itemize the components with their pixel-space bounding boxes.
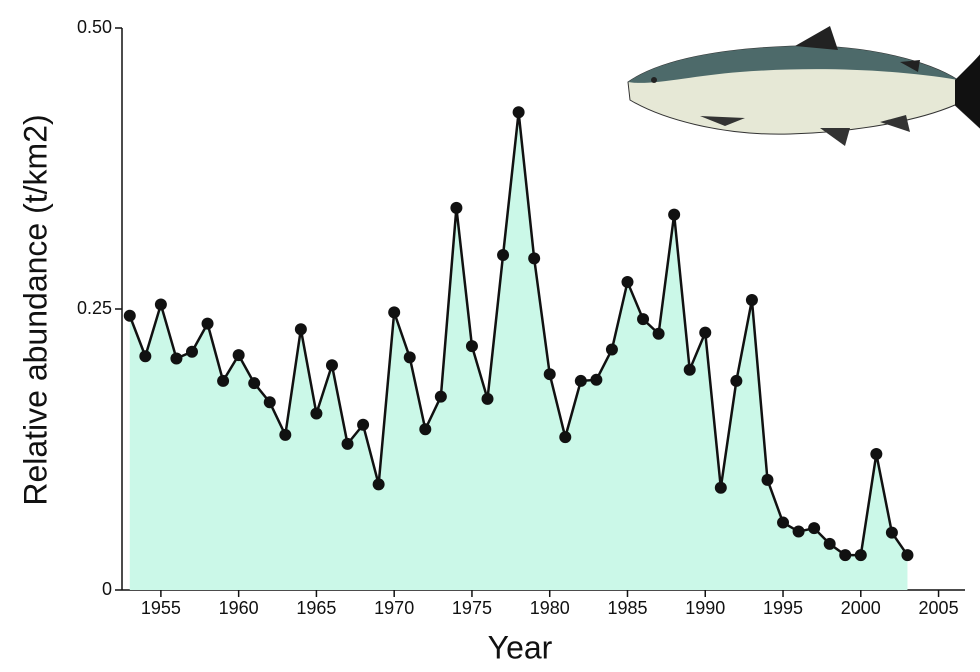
point <box>357 418 370 431</box>
point <box>263 396 276 409</box>
x-tick-label: 1970 <box>374 598 414 618</box>
area <box>129 112 908 591</box>
point <box>341 437 354 450</box>
x-tick-label: 1960 <box>219 598 259 618</box>
point <box>574 374 587 387</box>
point <box>777 516 790 529</box>
y-tick-label: 0 <box>102 579 112 599</box>
point <box>465 340 478 353</box>
y-axis-title: Relative abundance (t/km2) <box>17 114 53 505</box>
point <box>870 447 883 460</box>
point <box>699 326 712 339</box>
point <box>668 208 681 221</box>
point <box>434 390 447 403</box>
point <box>714 481 727 494</box>
point <box>605 343 618 356</box>
point <box>325 359 338 372</box>
point <box>201 317 214 330</box>
x-tick-label: 2005 <box>919 598 959 618</box>
x-tick-label: 1985 <box>607 598 647 618</box>
point <box>730 374 743 387</box>
x-tick-label: 2000 <box>841 598 881 618</box>
point <box>170 352 183 365</box>
point <box>590 373 603 386</box>
point <box>792 525 805 538</box>
point <box>279 428 292 441</box>
point <box>388 306 401 319</box>
point <box>232 349 245 362</box>
point <box>901 549 914 562</box>
point <box>185 345 198 358</box>
point <box>885 526 898 539</box>
point <box>123 309 136 322</box>
point <box>559 431 572 444</box>
x-tick-label: 1990 <box>685 598 725 618</box>
point <box>310 407 323 420</box>
point <box>294 323 307 336</box>
point <box>450 201 463 214</box>
point <box>683 363 696 376</box>
point <box>808 522 821 535</box>
x-tick-label: 1995 <box>763 598 803 618</box>
point <box>217 374 230 387</box>
point <box>372 478 385 491</box>
point <box>543 368 556 381</box>
point <box>854 549 867 562</box>
point <box>652 327 665 340</box>
point <box>139 350 152 363</box>
x-tick-label: 1980 <box>530 598 570 618</box>
point <box>248 377 261 390</box>
point <box>761 473 774 486</box>
x-axis-title: Year <box>488 629 553 665</box>
point <box>481 392 494 405</box>
x-tick-label: 1965 <box>296 598 336 618</box>
point <box>154 298 167 311</box>
point <box>528 252 541 265</box>
x-tick-label: 1955 <box>141 598 181 618</box>
salmon-illustration <box>627 26 980 146</box>
y-tick-label: 0.50 <box>77 17 112 37</box>
point <box>403 351 416 364</box>
point <box>839 549 852 562</box>
point <box>497 249 510 262</box>
point <box>512 106 525 119</box>
point <box>419 423 432 436</box>
x-tick-label: 1975 <box>452 598 492 618</box>
point <box>745 294 758 307</box>
point <box>823 537 836 550</box>
y-tick-label: 0.25 <box>77 298 112 318</box>
point <box>637 313 650 326</box>
point <box>621 276 634 289</box>
